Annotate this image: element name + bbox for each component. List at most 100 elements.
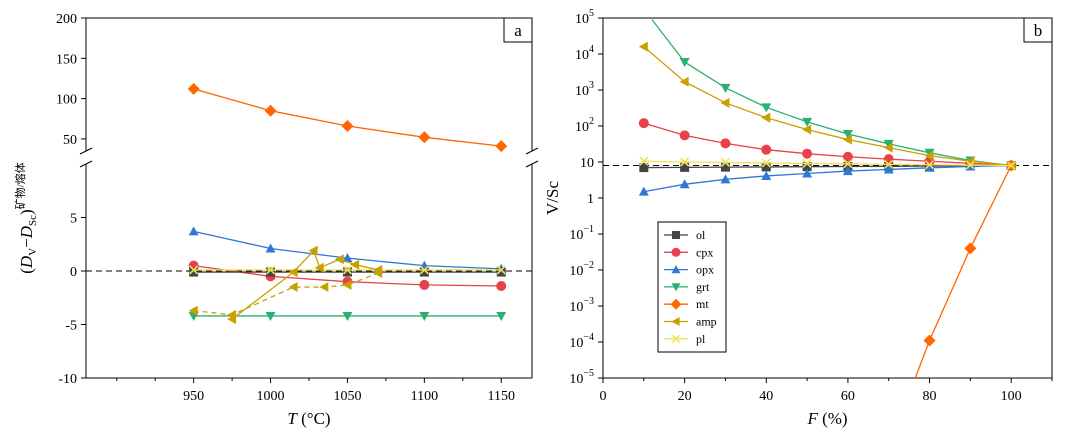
axis-break-mark (525, 147, 539, 155)
marker-triangle-left (188, 305, 198, 316)
marker-triangle-left (679, 76, 689, 87)
marker-circle (496, 280, 507, 291)
series-line-cpx (643, 122, 1012, 167)
marker-square (342, 267, 352, 277)
marker-x (639, 156, 649, 166)
marker-x (671, 334, 681, 343)
marker-triangle-down (496, 311, 507, 321)
legend-entry-grt: grt (696, 280, 710, 294)
marker-triangle-left (227, 314, 237, 325)
x-axis-label: F (%) (806, 409, 847, 428)
y-tick-label: 1 (587, 192, 594, 207)
marker-square (672, 231, 680, 239)
y-tick-label: 50 (63, 133, 77, 148)
marker-circle (842, 151, 853, 162)
marker-diamond (495, 140, 508, 153)
marker-diamond (670, 298, 682, 310)
x-tick-label: 100 (1001, 389, 1022, 404)
x-tick-label: 950 (183, 389, 204, 404)
marker-circle (679, 130, 690, 141)
y-tick-label: -10 (58, 372, 77, 387)
legend-entry-opx: opx (696, 263, 714, 277)
marker-circle (883, 154, 894, 165)
marker-circle (638, 118, 649, 129)
marker-triangle-left (350, 259, 360, 270)
marker-square (266, 267, 276, 277)
y-tick-label: 200 (56, 12, 77, 27)
series-line-7 (231, 249, 379, 320)
marker-triangle-left (334, 254, 344, 265)
marker-x (720, 157, 731, 168)
y-tick-label: 10−3 (569, 296, 594, 315)
series-line-0 (193, 88, 502, 147)
legend-entry-mt: mt (696, 297, 709, 311)
marker-triangle-left (761, 112, 771, 123)
series-line-1 (193, 230, 502, 270)
marker-triangle-up (842, 166, 853, 176)
marker-x (342, 265, 353, 275)
marker-triangle-down (883, 139, 894, 149)
marker-x (924, 160, 935, 170)
marker-x (884, 159, 894, 169)
plot-area (638, 19, 1018, 378)
x-tick-label: 40 (759, 389, 773, 404)
y-tick-label: 104 (575, 44, 594, 63)
panel-b: 0 20 40 60 80 10010510410310210110−110−210−31… (543, 8, 1053, 428)
marker-triangle-up (802, 168, 813, 178)
panel-label-box (503, 17, 533, 43)
marker-triangle-up (638, 186, 649, 196)
marker-square (680, 162, 690, 172)
series-line-mt (914, 165, 1012, 378)
series-line-pl (643, 160, 1012, 167)
legend-entry-cpx: cpx (696, 245, 713, 259)
y-tick-label: -5 (65, 319, 77, 334)
axis-break-mark (525, 160, 539, 168)
marker-x (419, 265, 429, 275)
marker-triangle-down (842, 129, 853, 139)
marker-diamond (341, 120, 354, 133)
x-axis-label: T (°C) (287, 409, 330, 428)
y-tick-label: 102 (575, 116, 594, 135)
marker-triangle-down (720, 83, 731, 93)
marker-x (189, 265, 199, 275)
marker-triangle-up (883, 164, 894, 174)
y-axis-label: V/Sc (543, 181, 562, 215)
marker-triangle-left (924, 150, 934, 161)
marker-x (680, 157, 690, 167)
series-line-ol (643, 164, 1012, 169)
marker-triangle-left (314, 262, 324, 273)
marker-circle (802, 148, 813, 159)
marker-triangle-left (288, 267, 298, 278)
y-tick-label: 105 (575, 8, 594, 27)
marker-triangle-up (679, 179, 690, 189)
marker-square (419, 267, 429, 277)
x-tick-label: 0 (600, 389, 607, 404)
marker-triangle-down (761, 103, 772, 113)
x-tick-label: 20 (678, 389, 692, 404)
marker-triangle-up (342, 253, 353, 263)
marker-triangle-left (288, 282, 298, 293)
x-tick-label: 1100 (411, 389, 438, 404)
x-tick-label: 1000 (257, 389, 285, 404)
panel-label: b (1034, 21, 1043, 40)
marker-diamond (264, 104, 277, 117)
y-tick-label: 5 (70, 212, 77, 227)
y-tick-label: 10−1 (569, 224, 594, 243)
y-tick-label: 10 (580, 156, 594, 171)
marker-circle (419, 279, 430, 290)
marker-triangle-down (342, 311, 353, 321)
marker-triangle-left (308, 245, 318, 256)
marker-square (639, 163, 649, 173)
marker-diamond (187, 82, 200, 95)
marker-triangle-left (638, 41, 648, 52)
marker-x (843, 159, 853, 169)
series-line-opx (643, 164, 1012, 193)
marker-x (761, 158, 771, 168)
y-tick-label: 0 (70, 265, 77, 280)
series-line-amp (643, 46, 1012, 167)
legend-entry-amp: amp (696, 315, 717, 329)
marker-square (720, 162, 730, 172)
y-axis-label: (DV−DSc)矿物/熔体 (13, 162, 39, 274)
marker-triangle-left (342, 279, 352, 290)
